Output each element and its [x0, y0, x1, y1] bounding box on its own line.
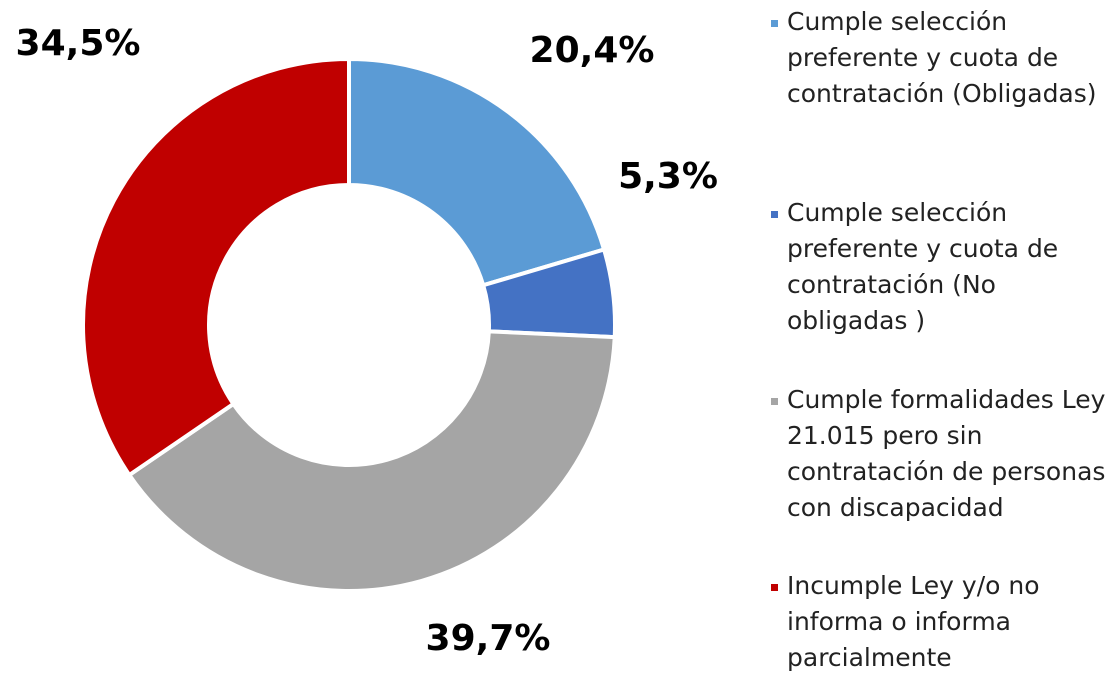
legend-entry: Cumple formalidades Ley 21.015 pero sin …	[768, 382, 1110, 526]
value-label: 39,7%	[426, 618, 551, 659]
value-label: 20,4%	[530, 30, 655, 71]
legend-swatch	[771, 20, 778, 27]
legend-swatch	[771, 398, 778, 405]
legend-label: Cumple selección preferente y cuota de c…	[787, 198, 1059, 335]
legend-label: Cumple selección preferente y cuota de c…	[787, 7, 1097, 108]
donut-slice	[347, 56, 607, 288]
legend-entry: Cumple selección preferente y cuota de c…	[768, 195, 1110, 339]
legend-entry: Cumple selección preferente y cuota de c…	[768, 4, 1110, 112]
legend-swatch	[771, 584, 778, 591]
legend-label: Cumple formalidades Ley 21.015 pero sin …	[787, 385, 1106, 522]
legend-label: Incumple Ley y/o no informa o informa pa…	[787, 571, 1040, 672]
value-label: 34,5%	[16, 23, 141, 64]
chart: 20,4% 5,3% 39,7% 34,5%	[16, 23, 718, 659]
donut-slice	[126, 329, 617, 593]
donut-slice	[81, 56, 351, 478]
legend-swatch	[771, 211, 778, 218]
legend-entry: Incumple Ley y/o no informa o informa pa…	[768, 568, 1110, 676]
value-label: 5,3%	[618, 156, 718, 197]
